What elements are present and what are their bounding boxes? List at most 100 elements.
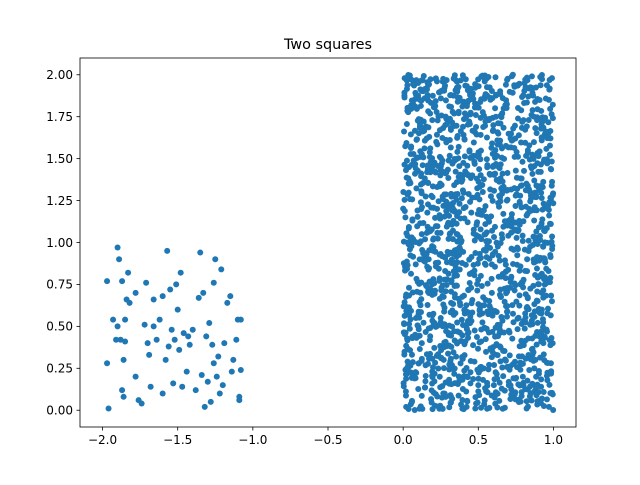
data-point — [521, 167, 528, 174]
data-point — [405, 284, 412, 291]
data-point — [501, 387, 508, 394]
data-point — [461, 306, 468, 313]
data-point — [524, 147, 531, 154]
data-point — [458, 316, 465, 323]
data-point — [206, 320, 213, 327]
data-point — [508, 186, 515, 193]
data-point — [498, 231, 505, 238]
x-tick-label: −1.0 — [238, 433, 267, 447]
data-point — [539, 76, 546, 83]
data-point — [506, 352, 513, 359]
data-point — [508, 229, 515, 236]
data-point — [171, 336, 178, 343]
data-point — [461, 110, 468, 117]
data-point — [227, 293, 234, 300]
data-point — [477, 172, 484, 179]
data-point — [186, 341, 193, 348]
data-point — [405, 305, 412, 312]
data-point — [538, 194, 545, 201]
data-point — [482, 336, 489, 343]
data-point — [485, 73, 492, 80]
data-point — [414, 213, 421, 220]
data-point — [419, 77, 426, 84]
data-point — [406, 178, 413, 185]
data-point — [401, 128, 408, 135]
data-point — [492, 333, 499, 340]
data-point — [401, 161, 408, 168]
data-point — [451, 182, 458, 189]
data-point — [483, 134, 490, 141]
data-point — [200, 289, 207, 296]
data-point — [549, 246, 556, 253]
data-point — [105, 405, 112, 412]
data-point — [433, 109, 440, 116]
data-point — [455, 155, 462, 162]
data-point — [470, 342, 477, 349]
data-point — [424, 169, 431, 176]
data-point — [422, 193, 429, 200]
data-point — [524, 294, 531, 301]
data-point — [404, 239, 411, 246]
data-point — [538, 134, 545, 141]
data-point — [473, 104, 480, 111]
data-point — [532, 332, 539, 339]
data-point — [543, 145, 550, 152]
data-point — [430, 321, 437, 328]
data-point — [509, 71, 516, 78]
data-point — [535, 367, 542, 374]
data-point — [510, 319, 517, 326]
data-point — [431, 104, 438, 111]
data-point — [467, 380, 474, 387]
data-point — [228, 368, 235, 375]
data-point — [189, 326, 196, 333]
data-point — [546, 381, 553, 388]
data-point — [471, 272, 478, 279]
data-point — [445, 350, 452, 357]
data-point — [479, 211, 486, 218]
data-point — [465, 329, 472, 336]
data-point — [544, 310, 551, 317]
data-point — [509, 310, 516, 317]
data-point — [516, 292, 523, 299]
data-point — [494, 375, 501, 382]
data-point — [549, 389, 556, 396]
data-point — [407, 252, 414, 259]
data-point — [470, 375, 477, 382]
data-point — [500, 223, 507, 230]
y-tick-label: 1.00 — [46, 236, 73, 250]
data-point — [521, 325, 528, 332]
data-point — [413, 136, 420, 143]
data-point — [422, 372, 429, 379]
data-point — [505, 266, 512, 273]
data-point — [432, 214, 439, 221]
data-point — [505, 382, 512, 389]
data-point — [528, 73, 535, 80]
data-point — [504, 76, 511, 83]
data-point — [457, 215, 464, 222]
data-point — [451, 291, 458, 298]
data-point — [457, 302, 464, 309]
data-point — [533, 392, 540, 399]
data-point — [439, 394, 446, 401]
data-point — [456, 163, 463, 170]
data-point — [538, 189, 545, 196]
data-point — [404, 82, 411, 89]
data-point — [427, 145, 434, 152]
data-point — [436, 212, 443, 219]
data-point — [496, 257, 503, 264]
data-point — [459, 397, 466, 404]
data-point — [538, 383, 545, 390]
data-point — [461, 367, 468, 374]
data-point — [520, 276, 527, 283]
data-point — [534, 117, 541, 124]
data-point — [436, 373, 443, 380]
data-point — [499, 405, 506, 412]
data-point — [461, 136, 468, 143]
data-point — [455, 392, 462, 399]
data-point — [499, 170, 506, 177]
data-point — [468, 209, 475, 216]
data-point — [530, 139, 537, 146]
data-point — [466, 270, 473, 277]
data-point — [416, 346, 423, 353]
data-point — [543, 265, 550, 272]
